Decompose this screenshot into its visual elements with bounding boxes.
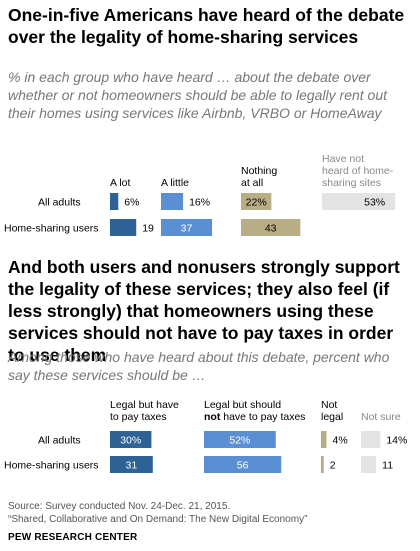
chart2-header-bold-word: not bbox=[204, 411, 221, 423]
chart1-value-3-0: 53% bbox=[364, 197, 385, 209]
chart1-header-0-0: A lot bbox=[110, 177, 131, 189]
chart2-category-1: Home-sharing users bbox=[4, 460, 99, 472]
chart2-value-2-0: 4% bbox=[333, 435, 348, 447]
chart1-bar-2-1 bbox=[241, 219, 301, 236]
chart1-value-1-1: 37 bbox=[181, 223, 193, 235]
chart1-header-3-0: Have not bbox=[322, 153, 364, 165]
chart2-header-0-1: to pay taxes bbox=[110, 411, 167, 423]
source-line-1: Source: Survey conducted Nov. 24-Dec. 21… bbox=[8, 501, 231, 512]
chart1-category-1: Home-sharing users bbox=[4, 223, 99, 235]
chart2-value-3-0: 14% bbox=[386, 435, 407, 447]
chart1-header-3-2: sharing sites bbox=[322, 177, 381, 189]
chart1-title: One-in-five Americans have heard of the … bbox=[8, 5, 405, 47]
chart1-awareness: A lot A little Nothing at all Have not heard … bbox=[0, 140, 420, 245]
chart2-header-1-0: Legal but should bbox=[204, 399, 281, 411]
chart2-header-2-0: Not bbox=[321, 399, 337, 411]
chart2-bar-2-0 bbox=[321, 431, 327, 448]
chart2-value-0-0: 30% bbox=[120, 435, 141, 447]
chart2-value-1-0: 52% bbox=[229, 435, 250, 447]
chart2-bar-0-1 bbox=[110, 456, 153, 473]
chart2-bar-0-0 bbox=[110, 431, 152, 448]
chart1-category-0: All adults bbox=[38, 197, 81, 209]
chart1-bar-0-1 bbox=[110, 219, 137, 236]
chart2-value-3-1: 11 bbox=[382, 460, 393, 472]
source-note: Source: Survey conducted Nov. 24-Dec. 21… bbox=[8, 500, 307, 526]
chart1-header-3-1: heard of home- bbox=[322, 165, 394, 177]
chart1-bar-1-1 bbox=[161, 219, 213, 236]
chart2-bar-1-0 bbox=[204, 431, 276, 448]
chart2-category-0: All adults bbox=[38, 435, 81, 447]
org-name: PEW RESEARCH CENTER bbox=[8, 532, 138, 543]
chart2-bar-1-1 bbox=[204, 456, 282, 473]
chart2-value-1-1: 56 bbox=[237, 460, 249, 472]
chart2-bar-3-1 bbox=[361, 456, 377, 473]
chart1-subtitle: % in each group who have heard … about t… bbox=[8, 69, 388, 121]
chart1-value-2-0: 22% bbox=[246, 197, 267, 209]
chart1-header-2-0: Nothing bbox=[241, 165, 277, 177]
chart2-header-0-0: Legal but have bbox=[110, 399, 179, 411]
chart1-bar-0-0 bbox=[110, 193, 119, 210]
chart1-value-0-0: 6% bbox=[124, 197, 139, 209]
chart2-header-3-0: Not sure bbox=[361, 411, 401, 423]
chart1-value-1-0: 16% bbox=[189, 197, 210, 209]
chart2-value-0-1: 31 bbox=[126, 460, 138, 472]
chart2-bar-3-0 bbox=[361, 431, 381, 448]
chart1-header-1-0: A little bbox=[161, 177, 189, 189]
chart1-bar-2-0 bbox=[241, 193, 272, 210]
chart2-title: And both users and nonusers strongly sup… bbox=[8, 257, 400, 365]
source-line-2: “Shared, Collaborative and On Demand: Th… bbox=[8, 514, 308, 525]
chart1-bar-3-0 bbox=[322, 193, 396, 210]
chart2-bar-2-1 bbox=[321, 456, 324, 473]
chart2-value-2-1: 2 bbox=[330, 460, 336, 472]
chart1-header-2-1: at all bbox=[241, 177, 263, 189]
chart1-value-0-1: 19 bbox=[142, 223, 154, 235]
chart1-value-2-1: 43 bbox=[265, 223, 277, 235]
chart2-legality: Legal but have to pay taxes Legal but shou… bbox=[0, 392, 420, 497]
chart2-header-rest: have to pay taxes bbox=[220, 411, 305, 423]
chart2-subtitle: Among those who have heard about this de… bbox=[8, 349, 390, 383]
chart2-header-1-1: not have to pay taxes bbox=[204, 411, 306, 423]
chart2-header-2-1: legal bbox=[321, 411, 343, 423]
chart1-bar-1-0 bbox=[161, 193, 184, 210]
